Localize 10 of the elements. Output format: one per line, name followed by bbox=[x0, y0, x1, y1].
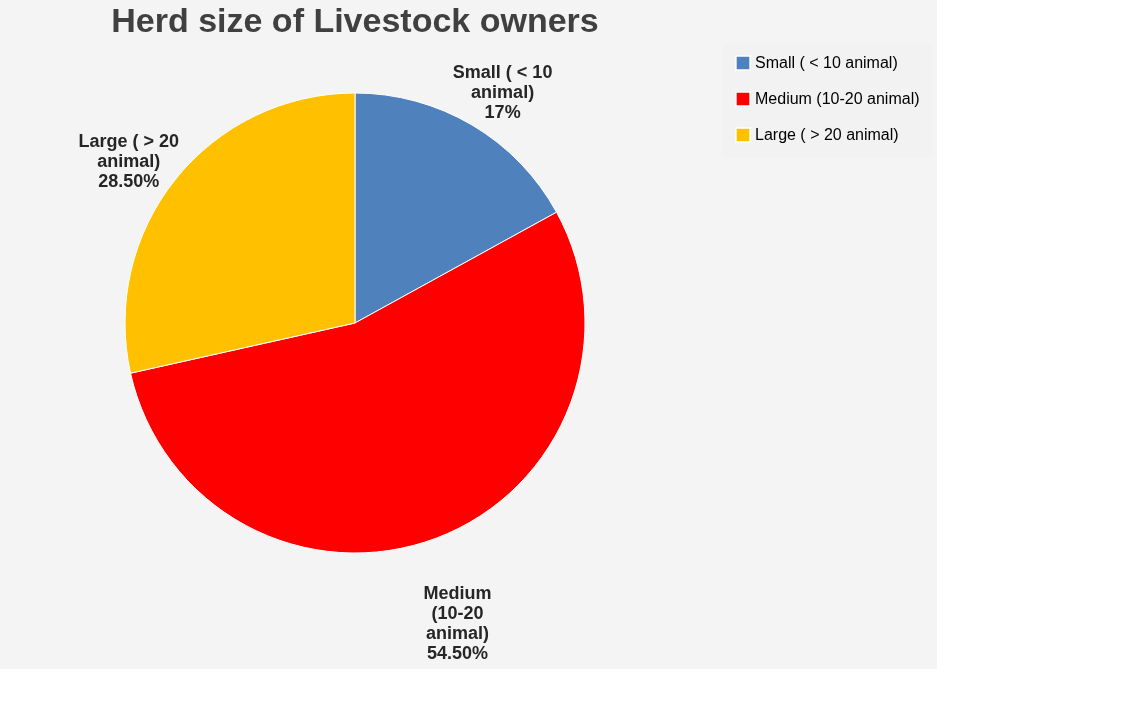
chart-title: Herd size of Livestock owners bbox=[111, 1, 599, 39]
legend-label: Large ( > 20 animal) bbox=[755, 126, 899, 143]
data-label: 54.50% bbox=[426, 643, 489, 664]
data-label: 28.50% bbox=[98, 170, 160, 191]
legend-label: Small ( < 10 animal) bbox=[755, 54, 898, 71]
data-label: 17% bbox=[484, 102, 521, 123]
slice-label: Small ( < 10 animal) bbox=[452, 62, 553, 103]
slice-label: Large ( > 20 animal) bbox=[78, 130, 179, 171]
legend-label: Medium (10-20 animal) bbox=[755, 90, 920, 107]
slice-label: Medium (10-20 animal) bbox=[423, 583, 492, 644]
